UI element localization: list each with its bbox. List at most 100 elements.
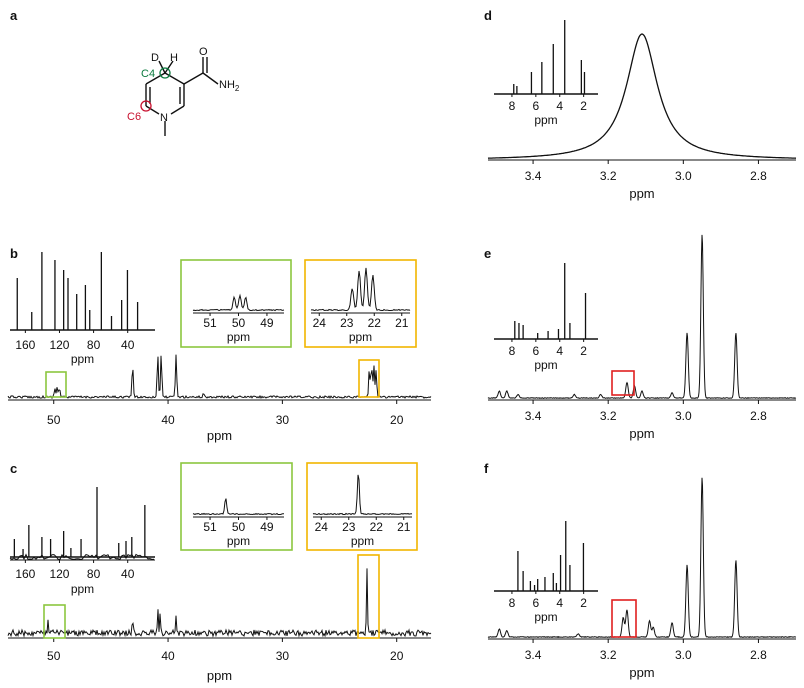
spectrum-f-inset-x-tick-label: 2 (580, 596, 587, 610)
spectrum-c-inset-full-x-tick-label: 120 (49, 567, 69, 581)
spectrum-d: 3.4 3.2 3.0 2.8 ppm 8 6 4 2 ppm (487, 20, 797, 201)
panel-e-label: e (484, 246, 491, 261)
spectrum-b-yellow-inset-x-tick-label: 22 (368, 316, 382, 330)
spectrum-d-x-tick-label: 3.4 (525, 169, 542, 183)
spectrum-b-green-inset-x-axis-title: ppm (227, 330, 250, 344)
spectrum-b-inset-full-x-tick-label: 120 (49, 338, 69, 352)
spectrum-c-x-tick-label: 30 (276, 649, 290, 663)
spectrum-b-yellow-inset-x-axis-title: ppm (349, 330, 372, 344)
atom-c6-label: C6 (127, 111, 141, 123)
spectrum-b-yellow-inset-box (304, 259, 417, 348)
atom-n: N (160, 112, 168, 124)
spectrum-c-inset-full-x-tick-label: 160 (15, 567, 35, 581)
spectrum-d-x-tick-label: 3.0 (675, 169, 692, 183)
spectrum-c-yellow-inset-x-tick-label: 23 (342, 520, 356, 534)
spectrum-b-x-tick-label: 20 (390, 413, 404, 427)
spectrum-b-green-inset-x-tick-label: 49 (260, 316, 274, 330)
spectrum-b-x-tick-label: 40 (161, 413, 175, 427)
spectrum-e-inset-x-tick-label: 2 (580, 344, 587, 358)
spectrum-f-x-tick-label: 3.0 (675, 648, 692, 662)
spectrum-c-green-inset-x-tick-label: 50 (232, 520, 246, 534)
spectrum-d-x-axis-title: ppm (629, 186, 654, 201)
spectrum-f: 3.4 3.2 3.0 2.8 ppm 8 6 4 2 ppm (487, 477, 797, 680)
spectrum-b-green-inset-x-tick-label: 50 (232, 316, 246, 330)
molecule-structure: D H O N NH2 C4 C6 (127, 46, 240, 136)
spectrum-b-yellow-inset-x-tick-label: 23 (340, 316, 354, 330)
spectrum-c-yellow-inset-x-tick-label: 24 (315, 520, 329, 534)
spectrum-c-trace (7, 568, 432, 638)
atom-nh: NH (219, 79, 235, 91)
panel-f-label: f (484, 461, 489, 476)
spectrum-b-yellow-inset-x-tick-label: 24 (313, 316, 327, 330)
spectrum-f-red-highlight (611, 599, 637, 638)
panel-d-label: d (484, 8, 492, 23)
atom-nh2-subscript: 2 (235, 84, 240, 93)
spectrum-b-x-axis-title: ppm (207, 428, 232, 443)
spectrum-e-inset-x-tick-label: 6 (532, 344, 539, 358)
spectrum-f-inset-x-tick-label: 8 (509, 596, 516, 610)
spectrum-b-inset-full-x-tick-label: 40 (121, 338, 135, 352)
spectrum-e-inset-x-axis-title: ppm (534, 358, 557, 372)
spectrum-c-inset-full-noise (9, 553, 155, 561)
spectrum-e-inset-x-tick-label: 4 (556, 344, 563, 358)
c4-highlight-circle (159, 67, 171, 79)
atom-nh2: NH2 (219, 79, 240, 93)
spectrum-c-green-inset-box (180, 462, 293, 551)
spectrum-b-green-inset-box (180, 259, 292, 348)
spectrum-e-trace (487, 234, 797, 400)
atom-d: D (151, 52, 159, 64)
spectrum-f-inset-x-tick-label: 6 (532, 596, 539, 610)
spectrum-c-yellow-inset-box (306, 462, 418, 551)
panel-a-label: a (10, 8, 18, 23)
spectrum-b-inset-full-x-axis-title: ppm (71, 352, 94, 366)
spectrum-b-yellow-inset-x-tick-label: 21 (395, 316, 409, 330)
spectrum-d-inset-x-tick-label: 4 (556, 99, 563, 113)
panel-b-label: b (10, 246, 18, 261)
spectrum-b-yellow-inset-trace (310, 267, 411, 312)
spectrum-d-inset-x-tick-label: 8 (509, 99, 516, 113)
spectrum-b-green-inset-trace (192, 293, 285, 312)
spectrum-b-inset-full-x-tick-label: 160 (15, 338, 35, 352)
spectrum-e-x-tick-label: 3.2 (600, 409, 617, 423)
spectrum-d-inset-x-tick-label: 2 (580, 99, 587, 113)
spectrum-b-green-inset-x-tick-label: 51 (203, 316, 217, 330)
spectrum-d-trace (487, 33, 797, 159)
spectrum-c-inset-full-x-tick-label: 40 (121, 567, 135, 581)
spectrum-b-inset-full-x-tick-label: 80 (87, 338, 101, 352)
spectrum-c-x-axis-title: ppm (207, 668, 232, 683)
spectrum-d-x-tick-label: 3.2 (600, 169, 617, 183)
spectrum-b-yellow-highlight (358, 359, 380, 398)
spectrum-c-green-highlight (43, 604, 66, 639)
spectrum-f-inset-x-tick-label: 4 (556, 596, 563, 610)
spectrum-c-yellow-highlight (357, 554, 380, 639)
spectrum-b-green-highlight (45, 371, 67, 398)
spectrum-c-green-inset-x-tick-label: 51 (203, 520, 217, 534)
atom-c4-label: C4 (141, 68, 155, 80)
spectrum-c-green-inset-x-tick-label: 49 (260, 520, 274, 534)
spectrum-c-inset-full-x-axis-title: ppm (71, 582, 94, 596)
spectrum-e-x-tick-label: 2.8 (750, 409, 767, 423)
spectrum-c-green-inset-trace (192, 498, 284, 516)
spectrum-f-inset-x-axis-title: ppm (534, 610, 557, 624)
spectrum-b-x-tick-label: 50 (47, 413, 61, 427)
spectrum-c-green-inset-x-axis-title: ppm (227, 534, 250, 548)
spectrum-e-red-highlight (611, 370, 635, 396)
spectrum-f-x-tick-label: 3.4 (525, 648, 542, 662)
spectrum-e-x-axis-title: ppm (629, 426, 654, 441)
spectrum-e-x-tick-label: 3.0 (675, 409, 692, 423)
spectrum-e: 3.4 3.2 3.0 2.8 ppm 8 6 4 2 ppm (487, 234, 797, 441)
c6-highlight-circle (140, 100, 152, 112)
spectrum-b-x-tick-label: 30 (276, 413, 290, 427)
spectrum-d-inset-x-axis-title: ppm (534, 113, 557, 127)
spectrum-c-yellow-inset-x-tick-label: 21 (397, 520, 411, 534)
spectrum-c-yellow-inset-x-tick-label: 22 (370, 520, 384, 534)
atom-o: O (199, 46, 208, 58)
spectrum-f-x-tick-label: 2.8 (750, 648, 767, 662)
spectrum-c: 50 40 30 20 ppm 160 120 80 40 ppm 51 50 49 ppm 24 23 22 2… (7, 462, 432, 683)
spectrum-c-yellow-inset-trace (312, 474, 413, 516)
spectrum-d-x-tick-label: 2.8 (750, 169, 767, 183)
spectrum-f-x-tick-label: 3.2 (600, 648, 617, 662)
panel-c-label: c (10, 461, 17, 476)
molecule-bonds (145, 57, 219, 136)
